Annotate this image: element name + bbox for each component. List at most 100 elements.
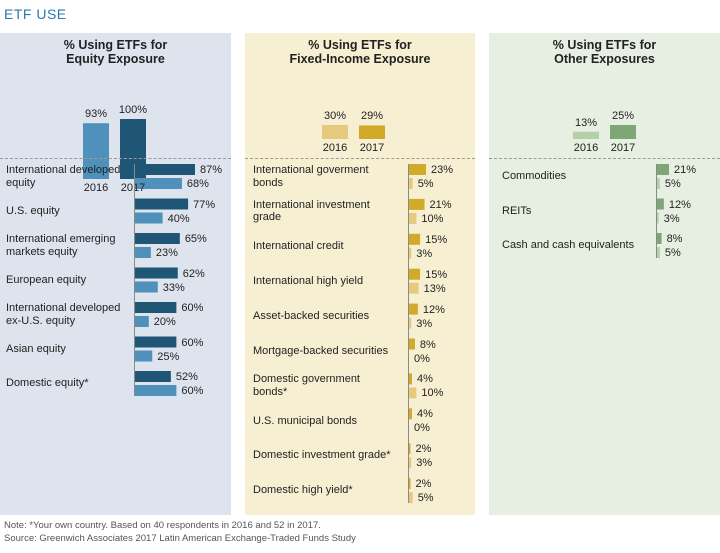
- fixed-income-summary-value-label: 30%: [323, 110, 347, 122]
- equity-category-label-line: Domestic equity*: [6, 377, 89, 390]
- equity-category-label-line: Asian equity: [6, 342, 66, 355]
- fixed-income-category-label-line: International goverment: [253, 164, 369, 176]
- fixed-income-exposure-panel: % Using ETFs for Fixed-Income Exposure 30%…: [245, 33, 475, 515]
- equity-exposure-panel: % Using ETFs for Equity Exposure 93% 2016 10…: [0, 33, 231, 515]
- equity-category-label-line: equity: [6, 176, 36, 189]
- equity-category-label-line: International developed: [6, 164, 121, 176]
- fixed-income-summary-bar-2016: [322, 125, 348, 139]
- other-summary-bar-2016: [573, 131, 599, 139]
- equity-bar-value-label: 20%: [153, 316, 176, 328]
- other-bar-value-label: 8%: [666, 233, 683, 245]
- fixed-income-category-label-line: grade: [253, 211, 282, 224]
- other-bar-2016: [657, 247, 660, 258]
- other-chart-title-line: % Using ETFs for: [552, 38, 657, 52]
- fixed-income-category-label: Mortgage-backed securities: [253, 345, 388, 358]
- equity-bars-svg: [83, 119, 195, 396]
- fixed-income-bar-value-label: 15%: [425, 268, 448, 281]
- equity-bar-value-label: 23%: [155, 247, 178, 259]
- fixed-income-chart-title-line: % Using ETFs for: [308, 38, 412, 52]
- fixed-income-category-label: Asset-backed securities: [253, 310, 369, 323]
- other-summary-year-label: 2017: [610, 142, 636, 154]
- other-chart-title: % Using ETFs for Other Exposures: [489, 38, 720, 66]
- other-axis-line: [656, 164, 657, 258]
- source-note: Source: Greenwich Associates 2017 Latin …: [4, 533, 356, 544]
- other-bar-value-label: 12%: [668, 198, 691, 211]
- equity-bar-value-label: 62%: [182, 267, 205, 280]
- equity-bar-2017: [135, 302, 177, 313]
- fixed-income-chart-title: % Using ETFs for Fixed-Income Exposure: [245, 38, 475, 66]
- equity-category-label-line: markets equity: [6, 245, 78, 258]
- page-title: ETF USE: [4, 6, 67, 22]
- fixed-income-bar-2017: [409, 338, 415, 350]
- fixed-income-bar-2016: [409, 457, 412, 469]
- equity-category-label: International emerging markets equity: [6, 233, 115, 258]
- equity-bar-2017: [135, 371, 171, 382]
- fixed-income-bar-2017: [409, 373, 412, 385]
- equity-category-label-line: ex-U.S. equity: [6, 314, 76, 327]
- other-bar-value-label: 5%: [664, 178, 681, 190]
- equity-summary-year-label: 2017: [120, 182, 146, 194]
- other-category-label: Cash and cash equivalents: [502, 239, 634, 252]
- fixed-income-bar-2016: [409, 212, 417, 224]
- equity-category-label-line: European equity: [6, 273, 87, 286]
- equity-bar-2017: [135, 267, 178, 279]
- equity-bar-value-label: 60%: [181, 302, 204, 314]
- fixed-income-bar-value-label: 0%: [414, 352, 430, 365]
- fixed-income-bar-2016: [409, 178, 413, 189]
- fixed-income-category-label-line: Domestic government: [253, 373, 360, 386]
- fixed-income-bar-value-label: 12%: [422, 303, 445, 316]
- equity-chart-title-line: % Using ETFs for: [63, 38, 168, 52]
- fixed-income-chart-title-line: Fixed-Income Exposure: [289, 52, 431, 66]
- fixed-income-bar-2017: [409, 164, 426, 175]
- fixed-income-category-label: Domestic high yield*: [253, 484, 353, 497]
- equity-bar-value-label: 33%: [162, 281, 185, 294]
- fixed-income-category-label: International high yield: [253, 275, 363, 288]
- equity-bar-2016: [135, 385, 177, 396]
- other-summary-bar-2017: [610, 125, 636, 139]
- fixed-income-bar-value-label: 15%: [425, 233, 448, 246]
- fixed-income-bar-value-label: 4%: [416, 408, 433, 421]
- fixed-income-bar-2016: [409, 492, 413, 504]
- fixed-income-bar-value-label: 2%: [415, 443, 432, 456]
- other-bar-2016: [657, 178, 660, 189]
- other-chart-title-line: Other Exposures: [554, 52, 655, 66]
- other-bar-value-label: 3%: [663, 212, 680, 225]
- fixed-income-category-label-line: International high yield: [253, 274, 364, 287]
- fixed-income-category-label: International credit: [253, 240, 344, 253]
- other-bar-2017: [657, 198, 664, 210]
- other-category-label-line: Cash and cash equivalents: [502, 239, 635, 252]
- fixed-income-summary-year-label: 2017: [359, 142, 385, 154]
- equity-category-label: U.S. equity: [6, 205, 60, 218]
- fixed-income-divider: [245, 158, 475, 159]
- equity-bar-value-label: 60%: [181, 385, 204, 397]
- equity-bar-2017: [135, 336, 177, 348]
- footnote: Note: *Your own country. Based on 40 res…: [4, 520, 321, 531]
- equity-bar-value-label: 87%: [200, 164, 223, 176]
- equity-summary-year-label: 2016: [83, 182, 109, 194]
- fixed-income-bar-2017: [409, 478, 411, 490]
- fixed-income-category-label-line: Domestic high yield*: [253, 484, 353, 497]
- fixed-income-category-label-line: bonds: [253, 176, 283, 189]
- equity-category-label: Asian equity: [6, 343, 66, 356]
- fixed-income-summary-year-label: 2016: [322, 142, 348, 154]
- other-category-label: Commodities: [502, 170, 566, 183]
- other-bar-value-label: 5%: [664, 247, 681, 259]
- equity-bar-2016: [135, 281, 158, 293]
- other-summary-year-label: 2016: [573, 142, 599, 154]
- other-exposures-panel: % Using ETFs for Other Exposures 13% 2016 25…: [489, 33, 720, 515]
- fixed-income-category-label-line: International credit: [253, 240, 344, 253]
- fixed-income-bar-2016: [409, 317, 412, 329]
- fixed-income-bar-value-label: 3%: [416, 247, 433, 260]
- equity-bar-2016: [135, 247, 151, 258]
- equity-bar-2016: [135, 316, 149, 327]
- fixed-income-bar-value-label: 13%: [423, 282, 446, 295]
- other-bar-value-label: 21%: [674, 164, 697, 176]
- fixed-income-category-label-line: Domestic investment grade*: [253, 449, 391, 462]
- equity-category-label: European equity: [6, 274, 86, 287]
- equity-summary-bar-2016: [83, 123, 109, 179]
- equity-bar-value-label: 40%: [167, 212, 190, 225]
- fixed-income-category-label-line: U.S. municipal bonds: [253, 414, 357, 427]
- fixed-income-bar-value-label: 5%: [417, 492, 434, 505]
- other-category-label-line: REITs: [502, 204, 532, 217]
- equity-category-label-line: International developed: [6, 302, 121, 314]
